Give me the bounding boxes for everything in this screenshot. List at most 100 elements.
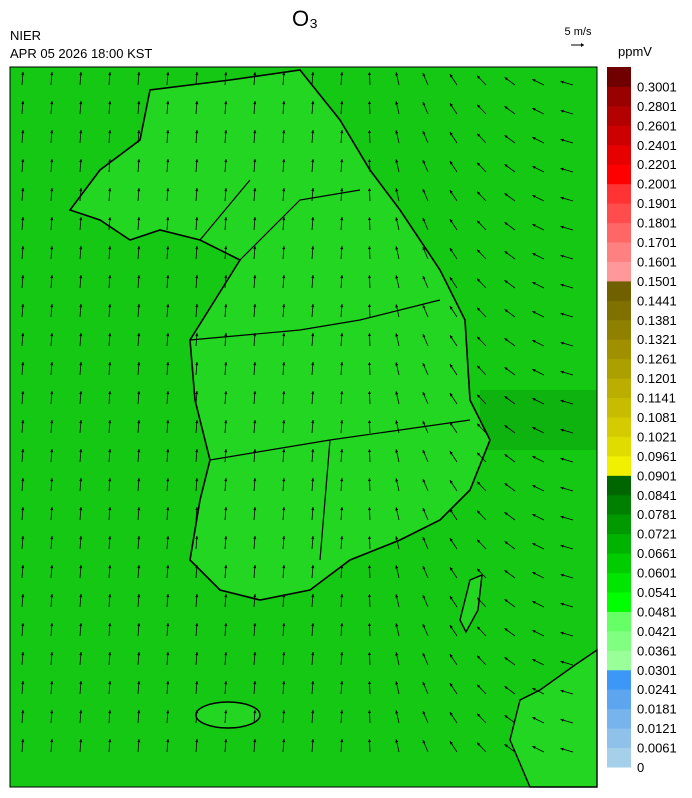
wind-arrow-head xyxy=(79,362,83,366)
wind-arrow-head xyxy=(166,420,170,424)
colorbar-label: 0.1081 xyxy=(637,410,677,425)
colorbar-swatch xyxy=(607,747,631,768)
wind-arrow-head xyxy=(137,565,141,569)
wind-arrow-head xyxy=(50,652,54,656)
wind-arrow-head xyxy=(79,623,83,627)
wind-arrow-head xyxy=(422,305,426,309)
wind-arrow-head xyxy=(368,304,371,308)
wind-arrow-head xyxy=(532,79,536,82)
wind-arrow-head xyxy=(340,391,344,395)
wind-arrow-head xyxy=(282,72,286,76)
wind-arrow-head xyxy=(79,478,83,482)
wind-arrow-head xyxy=(560,718,564,722)
wind-arrow-head xyxy=(282,391,286,395)
colorbar-label: 0.1601 xyxy=(637,254,677,269)
wind-arrow-head xyxy=(50,478,54,482)
wind-arrow-head xyxy=(340,217,344,221)
wind-arrow-head xyxy=(195,246,199,250)
colorbar-label: 0.0721 xyxy=(637,527,677,542)
colorbar-label: 0.1261 xyxy=(637,352,677,367)
wind-arrow-head xyxy=(79,507,83,511)
wind-arrow-head xyxy=(108,507,112,511)
wind-arrow-head xyxy=(449,625,453,629)
wind-arrow-head xyxy=(108,217,112,221)
wind-arrow-head xyxy=(560,196,564,200)
colorbar-swatch xyxy=(607,339,631,360)
wind-arrow-head xyxy=(504,106,508,110)
wind-arrow-head xyxy=(166,507,170,511)
wind-arrow-head xyxy=(253,739,257,743)
wind-arrow-head xyxy=(340,565,344,569)
wind-arrow-head xyxy=(311,478,315,482)
wind-arrow-head xyxy=(422,653,426,657)
colorbar-label: 0.0181 xyxy=(637,702,677,717)
colorbar-label: 0.1441 xyxy=(637,293,677,308)
wind-arrow-head xyxy=(137,362,141,366)
wind-arrow-head xyxy=(422,595,426,599)
colorbar-label: 0.1801 xyxy=(637,216,677,231)
sea-shade xyxy=(480,390,597,450)
wind-arrow-head xyxy=(449,712,453,716)
wind-arrow-head xyxy=(166,478,170,482)
wind-arrow-head xyxy=(195,159,199,163)
colorbar-swatch xyxy=(607,144,631,165)
wind-arrow-head xyxy=(50,275,54,279)
wind-arrow-head xyxy=(50,101,54,105)
wind-arrow-head xyxy=(532,108,536,111)
wind-arrow-head xyxy=(477,336,481,340)
wind-arrow-head xyxy=(195,507,199,511)
wind-arrow-head xyxy=(195,188,199,192)
wind-arrow-head xyxy=(311,246,315,250)
wind-arrow-head xyxy=(368,507,371,511)
colorbar-label: 0.2601 xyxy=(637,118,677,133)
wind-arrow-head xyxy=(253,507,257,511)
wind-arrow-head xyxy=(137,710,141,714)
wind-arrow-head xyxy=(504,512,508,516)
wind-arrow-head xyxy=(21,246,25,250)
wind-arrow-head xyxy=(137,333,141,337)
wind-arrow-head xyxy=(21,594,25,598)
wind-arrow-head xyxy=(395,420,399,424)
wind-arrow-head xyxy=(224,536,228,540)
wind-arrow-head xyxy=(79,304,83,308)
wind-arrow-head xyxy=(253,188,257,192)
wind-arrow-head xyxy=(532,253,536,256)
wind-arrow-head xyxy=(50,536,54,540)
wind-arrow-head xyxy=(504,280,508,284)
wind-arrow-head xyxy=(21,478,25,482)
wind-arrow-head xyxy=(79,246,83,250)
wind-arrow-head xyxy=(560,602,564,606)
wind-arrow-head xyxy=(166,681,170,685)
wind-arrow-head xyxy=(311,652,315,656)
wind-arrow-head xyxy=(449,132,453,136)
wind-arrow-head xyxy=(137,594,141,598)
wind-arrow-head xyxy=(532,311,536,314)
wind-arrow-head xyxy=(137,217,141,221)
wind-arrow-head xyxy=(137,739,141,743)
wind-arrow-head xyxy=(108,739,112,743)
wind-arrow-head xyxy=(395,507,399,511)
wind-arrow-head xyxy=(282,333,286,337)
wind-arrow-head xyxy=(224,594,228,598)
wind-arrow-head xyxy=(137,188,141,192)
wind-arrow-head xyxy=(368,478,371,482)
wind-arrow-head xyxy=(166,130,170,134)
wind-arrow-head xyxy=(282,681,286,685)
wind-arrow-head xyxy=(224,710,228,714)
wind-arrow-head xyxy=(422,392,426,396)
wind-arrow-head xyxy=(477,626,481,630)
wind-arrow-head xyxy=(50,681,54,685)
wind-arrow-head xyxy=(368,536,371,540)
wind-arrow-head xyxy=(422,682,426,686)
wind-arrow-head xyxy=(449,74,453,78)
colorbar-swatch xyxy=(607,592,631,612)
wind-arrow-head xyxy=(449,451,453,455)
wind-arrow-head xyxy=(224,217,228,221)
wind-arrow-head xyxy=(422,73,426,77)
wind-arrow-head xyxy=(395,536,399,540)
wind-arrow-head xyxy=(166,217,170,221)
colorbar-swatch xyxy=(607,261,631,282)
wind-arrow-head xyxy=(560,747,564,751)
wind-arrow-head xyxy=(282,594,286,598)
